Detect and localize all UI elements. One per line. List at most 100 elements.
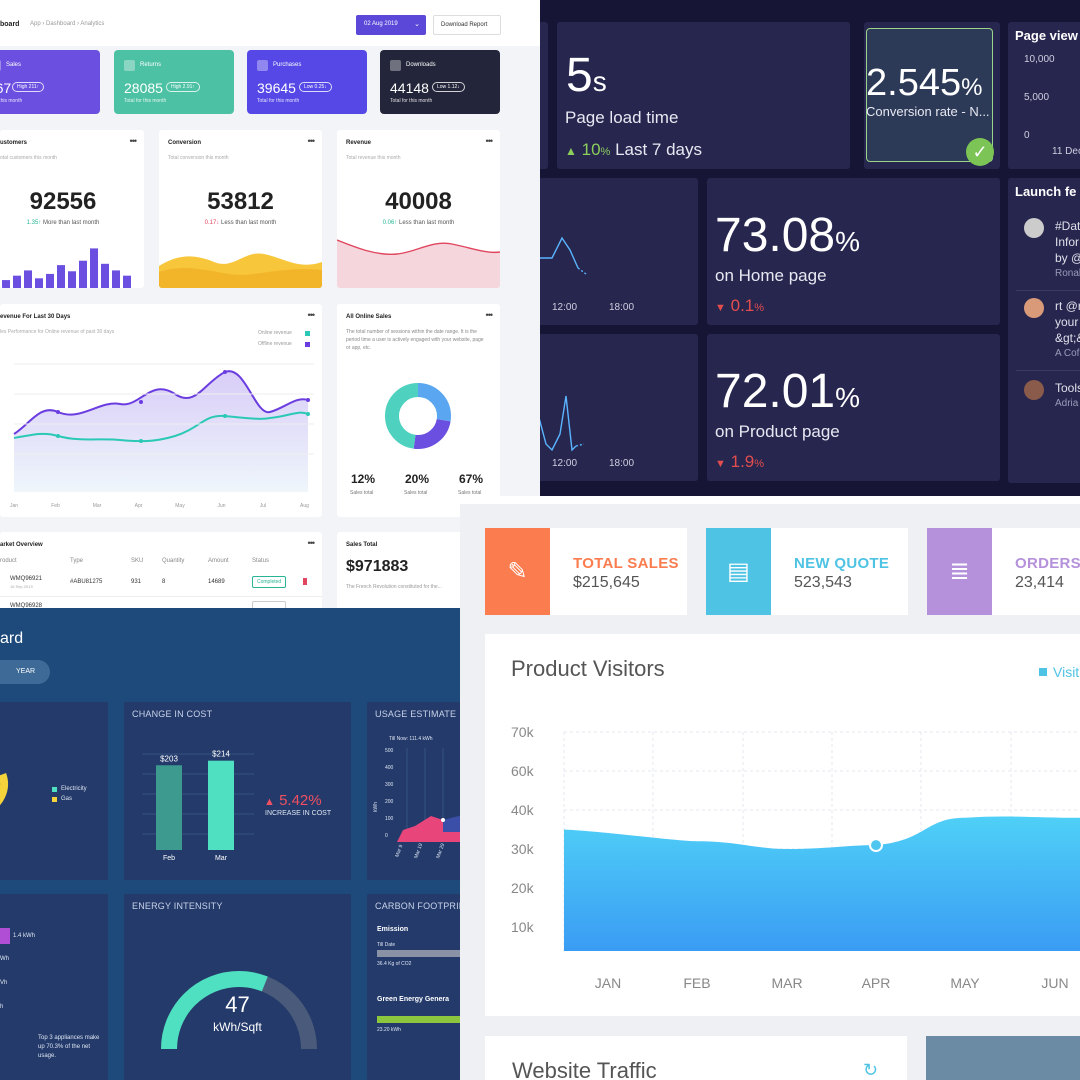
feed-line: by @: [1055, 251, 1080, 265]
x-tick: 12:00: [552, 302, 578, 313]
checkmark-icon: ✓: [966, 138, 994, 166]
conversion-rate-panel: 2.545% Conversion rate - N... ✓: [864, 22, 1000, 169]
more-options-icon[interactable]: •••: [307, 310, 316, 320]
down-arrow-icon: ▼: [715, 302, 726, 314]
cost-bar-chart: $203 Feb $214 Mar: [142, 750, 254, 862]
y-tick: 0: [385, 833, 388, 839]
y-tick: 10,000: [1024, 54, 1055, 65]
tile-badge: High 211↑: [12, 82, 45, 92]
tile-returns[interactable]: Returns 28085 High 2.91↑ Total for this mon…: [114, 50, 234, 114]
sparkline-panel-2: 12:00 18:00: [540, 334, 698, 481]
y-tick-label: 60k: [511, 763, 535, 779]
green-energy-value: 23.20 kWh: [377, 1027, 401, 1033]
usage-note: Till Now: 111.4 kWh: [389, 736, 433, 742]
card-delta-text: Less than last month: [398, 220, 455, 226]
tile-downloads[interactable]: Downloads 44148 Low 1.12↓ Total for this mo…: [380, 50, 500, 114]
home-label: on Home page: [715, 266, 827, 285]
page-views-panel: Page view 10,000 5,000 0 11 Dec: [1008, 22, 1080, 169]
tile-badge: High 2.91↑: [166, 82, 200, 92]
chevron-down-icon: ⌄: [414, 21, 420, 28]
stat-card-orders[interactable]: ≣ ORDERS 23,414: [927, 528, 1080, 615]
home-page-panel: 73.08% on Home page ▼ 0.1%: [707, 178, 1000, 325]
more-options-icon[interactable]: •••: [307, 136, 316, 146]
tile-label: Sales: [6, 62, 22, 68]
card-delta: 0.17↓: [204, 220, 220, 226]
x-tick: 18:00: [609, 458, 635, 469]
delete-icon[interactable]: [303, 578, 307, 585]
tile-value: 28085: [124, 80, 163, 96]
tile-value: 39645: [257, 80, 296, 96]
tile-purchases[interactable]: Purchases 39645 Low 0.25↓ Total for this mo…: [247, 50, 367, 114]
refresh-icon[interactable]: ↻: [863, 1060, 879, 1080]
visitors-area: [564, 816, 1080, 951]
customer-bar: [57, 265, 65, 288]
page-views-title: Page view: [1015, 28, 1078, 43]
online-sales-stats: 12% 20% 67% Sales total Sales total Sale…: [337, 472, 500, 502]
download-report-button[interactable]: Download Report: [433, 15, 501, 35]
load-value: 5s: [566, 49, 607, 102]
cell-sku: 931: [131, 579, 142, 585]
online-sales-card: All Online Sales ••• The total number of…: [337, 304, 500, 517]
green-energy-bar: [377, 1016, 460, 1023]
column-header[interactable]: Type: [70, 558, 84, 564]
product-id: WMQ96921: [10, 576, 43, 582]
energy-value: 47: [225, 992, 250, 1017]
tile-sales[interactable]: Sales 9467High 211↑ Total for this month: [0, 50, 100, 114]
x-tick-label: APR: [862, 975, 891, 991]
cell-type: #ABU81275: [70, 579, 103, 585]
customers-card: ustomers otal customers this month ••• 9…: [0, 130, 144, 288]
customer-bar: [46, 273, 54, 288]
more-options-icon[interactable]: •••: [485, 136, 494, 146]
tile-icon: [124, 60, 135, 71]
sales-total-value: $971883: [346, 558, 409, 575]
y-tick-label: 10k: [511, 919, 535, 935]
visitors-area-chart: 70k 60k 40k 30k 20k 10k JAN FEB MAR APR MAY JUN: [511, 724, 1080, 991]
till-date-label: Till Date: [377, 942, 396, 948]
y-tick: 200: [385, 799, 394, 805]
analytics-dashboard-light: board App › Dashboard › Analytics 02 Aug…: [0, 0, 540, 608]
divider: [1016, 290, 1080, 291]
energy-unit: kWh/Sqft: [213, 1020, 262, 1034]
customer-bar-chart: [2, 248, 131, 288]
more-options-icon[interactable]: •••: [307, 538, 316, 548]
tile-value: 9467: [0, 80, 12, 96]
feed-line: #Dat: [1055, 219, 1080, 233]
stat-card-new-quote[interactable]: ▤ NEW QUOTE 523,543: [706, 528, 908, 615]
usage-estimate-panel: USAGE ESTIMATE Till Now: 111.4 kWh kWh M…: [367, 702, 460, 880]
column-header[interactable]: Quantity: [162, 558, 185, 564]
column-header[interactable]: SKU: [131, 558, 144, 564]
conversion-unit: %: [961, 74, 983, 101]
more-options-icon[interactable]: •••: [129, 136, 138, 146]
card-subtitle: les Performance for Online revenue of pa…: [0, 329, 115, 335]
revenue-line-chart: Jan Feb Mar Apr May Jun Jul Aug: [10, 363, 314, 509]
x-tick-label: Feb: [51, 503, 60, 509]
avatar: [1024, 218, 1044, 238]
x-tick-label: Mar: [93, 503, 102, 509]
highlight-point[interactable]: [869, 838, 883, 853]
x-tick-label: JUN: [1041, 975, 1068, 991]
date-picker-button[interactable]: 02 Aug 2019 ⌄: [356, 15, 426, 35]
more-options-icon[interactable]: •••: [485, 310, 494, 320]
document-icon: ▤: [706, 528, 771, 615]
stat-label: TOTAL SALES: [573, 555, 679, 572]
product-change: 1.9: [730, 452, 755, 471]
column-header[interactable]: roduct: [0, 558, 17, 564]
tab-year[interactable]: YEAR: [0, 660, 50, 684]
cost-bar: [208, 760, 234, 850]
cell-amount: 14689: [208, 579, 225, 585]
home-value: 73.08: [715, 209, 836, 262]
feed-line: &gt;&: [1055, 331, 1080, 345]
card-value: 53812: [207, 188, 274, 215]
column-header[interactable]: Amount: [208, 558, 229, 564]
stat-label: NEW QUOTE: [794, 555, 890, 572]
customer-bar: [112, 270, 120, 288]
column-header[interactable]: Status: [252, 558, 270, 564]
stat-card-total-sales[interactable]: ✎ TOTAL SALES $215,645: [485, 528, 687, 615]
admin-dashboard-light: ✎ TOTAL SALES $215,645 ▤ NEW QUOTE 523,543 ≣ OR…: [460, 496, 1080, 1080]
cost-bar-category: Mar: [215, 855, 228, 862]
change-in-cost-panel: CHANGE IN COST $203 Feb $214 Mar ▲ 5.42% IN…: [124, 702, 351, 880]
card-title: evenue For Last 30 Days: [0, 314, 71, 320]
x-tick-label: JAN: [595, 975, 621, 991]
cost-bar-label: $203: [160, 754, 178, 763]
sparkline-panel-1: 12:00 18:00: [540, 178, 698, 325]
